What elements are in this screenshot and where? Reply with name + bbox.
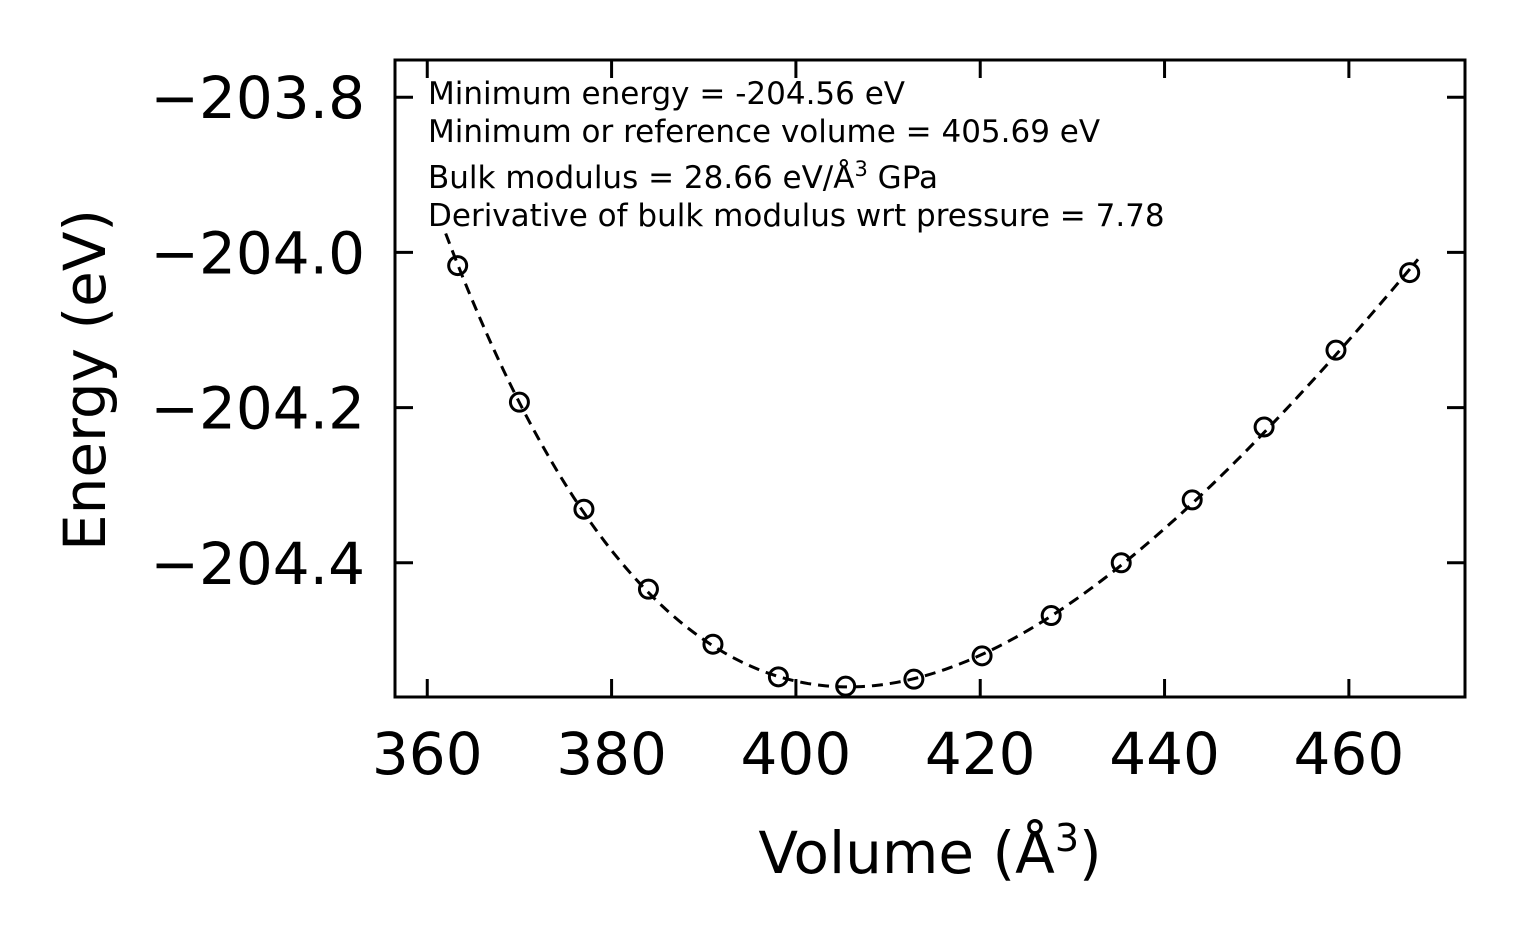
annotation-bulk-derivative: Derivative of bulk modulus wrt pressure … — [428, 198, 1165, 234]
annotation-bulk-modulus-sup: 3 — [854, 157, 867, 181]
data-point-2 — [573, 498, 595, 520]
x-tick-labels: 360 380 400 420 440 460 — [372, 720, 1404, 788]
annotation-bulk-modulus-main: Bulk modulus = 28.66 eV/Å — [428, 160, 854, 196]
x-axis-title-close: ) — [1079, 819, 1102, 887]
fit-curve-layer — [444, 232, 1420, 689]
ticks-layer — [395, 60, 1465, 697]
data-point-10 — [1110, 552, 1132, 574]
x-tick-label-4: 440 — [1109, 720, 1220, 788]
data-point-4 — [702, 633, 724, 655]
x-axis-title-sup: 3 — [1055, 816, 1079, 860]
fit-curve — [444, 232, 1420, 689]
data-point-9 — [1040, 605, 1062, 627]
annotation-min-energy: Minimum energy = -204.56 eV — [428, 76, 905, 112]
data-point-6 — [835, 675, 857, 697]
annotation-block: Minimum energy = -204.56 eV Minimum or r… — [428, 76, 1165, 234]
data-point-14 — [1399, 262, 1421, 284]
y-axis-title: Energy (eV) — [51, 209, 119, 551]
data-point-5 — [767, 666, 789, 688]
x-axis-title: Volume (Å3) — [758, 816, 1101, 887]
annotation-min-volume: Minimum or reference volume = 405.69 eV — [428, 114, 1100, 150]
annotation-bulk-modulus-suffix: GPa — [868, 160, 938, 196]
data-point-7 — [903, 668, 925, 690]
y-tick-label-3: −204.4 — [150, 530, 365, 598]
y-tick-label-0: −203.8 — [150, 64, 365, 132]
x-tick-label-0: 360 — [372, 720, 483, 788]
data-point-0 — [447, 255, 469, 277]
y-tick-label-2: −204.2 — [150, 375, 365, 443]
x-tick-label-3: 420 — [925, 720, 1036, 788]
data-point-12 — [1253, 416, 1275, 438]
data-point-1 — [508, 391, 530, 413]
x-tick-label-1: 380 — [556, 720, 667, 788]
plot-frame — [393, 58, 1467, 699]
data-point-8 — [971, 645, 993, 667]
y-tick-labels: −203.8 −204.0 −204.2 −204.4 — [150, 64, 365, 598]
data-point-3 — [637, 578, 659, 600]
x-tick-label-5: 460 — [1294, 720, 1405, 788]
annotation-bulk-modulus: Bulk modulus = 28.66 eV/Å3 GPa — [428, 157, 938, 196]
data-point-11 — [1181, 489, 1203, 511]
y-tick-label-1: −204.0 — [150, 219, 365, 287]
data-point-13 — [1325, 339, 1347, 361]
x-tick-label-2: 400 — [741, 720, 852, 788]
data-points-layer — [447, 255, 1421, 697]
x-axis-title-main: Volume (Å — [758, 818, 1055, 887]
